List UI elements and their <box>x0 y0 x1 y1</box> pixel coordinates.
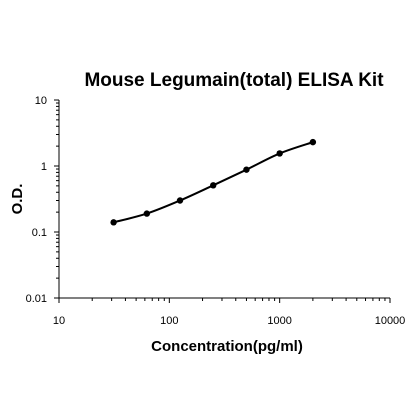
x-tick-label: 10 <box>53 315 65 327</box>
data-point <box>143 210 151 217</box>
marks <box>110 138 317 226</box>
x-tick-label: 100 <box>160 315 178 327</box>
axes <box>58 100 390 299</box>
data-point <box>276 150 283 157</box>
chart-title: Mouse Legumain(total) ELISA Kit <box>84 70 384 91</box>
data-point <box>309 138 317 146</box>
y-axis-label: O.D. <box>9 184 26 215</box>
data-point <box>210 182 217 189</box>
x-tick-label: 1000 <box>267 315 291 327</box>
y-tick-label: 1 <box>41 161 47 173</box>
y-tick-label: 10 <box>35 95 47 107</box>
x-tick-label: 10000 <box>375 315 406 327</box>
data-point <box>110 219 117 226</box>
data-point <box>176 197 184 204</box>
ticks: 10 1 0.1 0.01 10 100 1000 10000 <box>26 95 406 327</box>
x-axis-label: Concentration(pg/ml) <box>151 338 303 355</box>
y-tick-label: 0.01 <box>26 293 47 305</box>
data-point <box>243 166 250 173</box>
y-tick-label: 0.1 <box>32 227 47 239</box>
